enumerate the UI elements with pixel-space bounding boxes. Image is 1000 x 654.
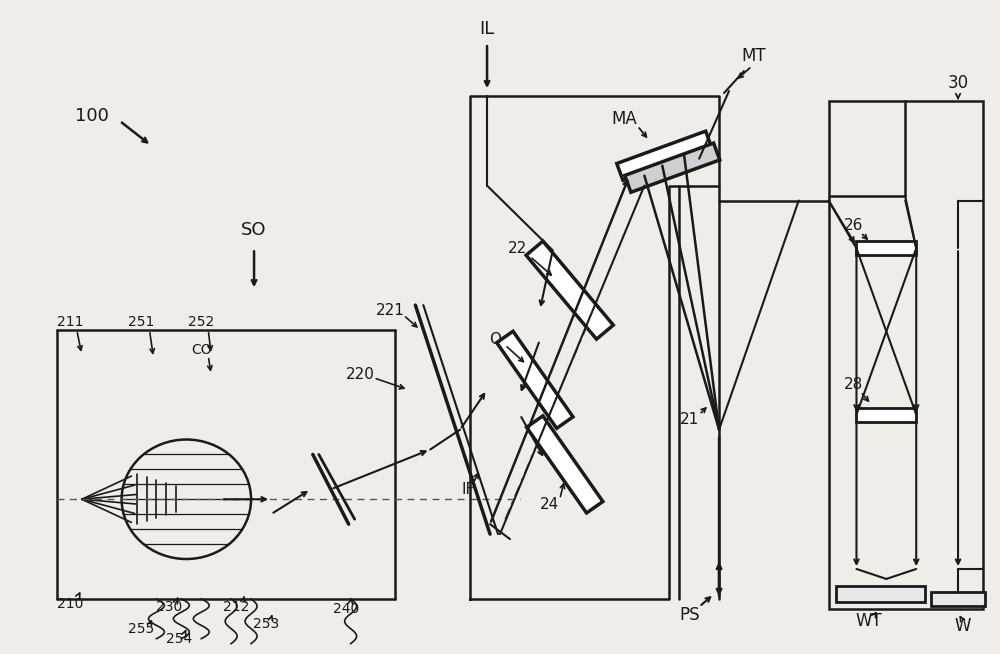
Text: 254: 254: [166, 632, 192, 645]
Text: 251: 251: [128, 315, 155, 329]
Text: 28: 28: [844, 377, 863, 392]
Text: 24: 24: [540, 497, 559, 511]
Text: 30: 30: [947, 74, 969, 92]
Bar: [836, 586, 925, 602]
Text: 252: 252: [188, 315, 214, 329]
Text: 212: 212: [223, 600, 249, 614]
Bar: [931, 592, 985, 606]
Text: IL: IL: [479, 20, 495, 39]
Text: MT: MT: [742, 47, 766, 65]
Text: 220: 220: [346, 368, 375, 383]
Bar: [856, 241, 916, 255]
Bar: [856, 407, 916, 422]
Text: IF: IF: [462, 482, 475, 497]
Text: PS: PS: [679, 606, 700, 624]
Text: 22: 22: [508, 241, 528, 256]
Text: 230: 230: [156, 600, 183, 614]
Bar: [497, 331, 573, 428]
Text: 240: 240: [333, 602, 359, 616]
Text: 253: 253: [253, 617, 279, 630]
Text: 21: 21: [680, 412, 699, 427]
Bar: [625, 143, 720, 192]
Text: 100: 100: [75, 107, 109, 125]
Bar: [527, 416, 603, 513]
Text: O: O: [489, 332, 501, 347]
Bar: [526, 241, 613, 339]
Text: 26: 26: [844, 218, 863, 233]
Bar: [617, 131, 712, 181]
Text: W: W: [955, 617, 971, 635]
Text: 221: 221: [376, 303, 405, 318]
Text: 255: 255: [128, 622, 155, 636]
Bar: [829, 101, 983, 609]
Text: 210: 210: [57, 597, 83, 611]
Text: WT: WT: [855, 611, 882, 630]
Text: MA: MA: [612, 110, 637, 128]
Text: CO: CO: [191, 343, 212, 357]
Text: SO: SO: [241, 222, 267, 239]
Text: 211: 211: [57, 315, 83, 329]
